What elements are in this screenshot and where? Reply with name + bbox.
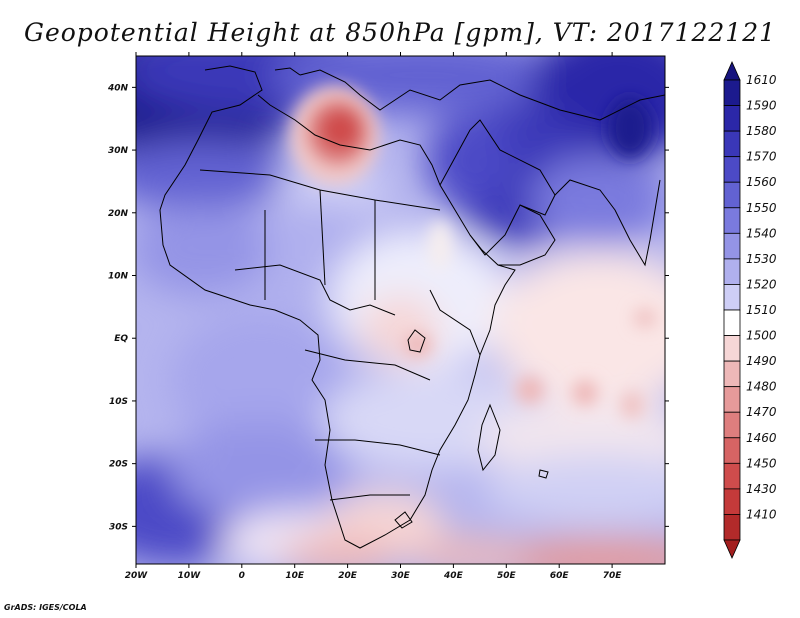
colorbar-label: 1490: [746, 354, 777, 368]
x-axis: 20W 10W 0 10E 20E 30E 40E 50E 60E 70E: [125, 52, 623, 581]
colorbar-label: 1580: [746, 124, 777, 138]
y-tick-label: 30S: [109, 522, 128, 532]
y-tick-label: 30N: [108, 146, 129, 156]
colorbar-swatch: [723, 130, 741, 158]
colorbar-label: 1500: [746, 329, 777, 343]
colorbar-top-arrow: [723, 61, 741, 81]
x-tick-label: 10W: [178, 571, 202, 581]
colorbar-swatch: [723, 411, 741, 439]
x-tick-label: 20E: [338, 571, 358, 581]
colorbar-label: 1480: [746, 380, 777, 394]
x-tick-label: 60E: [550, 571, 570, 581]
colorbar: 1610 1590 1580 1570 1560 1550 1540 1530 1520 1510…: [723, 61, 777, 559]
y-axis: 40N 30N 20N 10N EQ 10S 20S 30S: [107, 83, 669, 532]
x-tick-label: 30E: [391, 571, 411, 581]
coastlines: [159, 65, 665, 549]
footer-credit: GrADS: IGES/COLA: [4, 603, 87, 612]
colorbar-label: 1540: [746, 226, 777, 240]
x-tick-label: 20W: [125, 571, 149, 581]
colorbar-label: 1590: [746, 99, 777, 113]
colorbar-label: 1460: [746, 431, 777, 445]
colorbar-bottom-arrow: [723, 539, 741, 559]
colorbar-swatch: [723, 79, 741, 106]
x-tick-label: 70E: [603, 571, 623, 581]
x-tick-label: 10E: [285, 571, 305, 581]
colorbar-swatch: [723, 156, 741, 183]
colorbar-swatch: [723, 335, 741, 362]
colorbar-label: 1410: [746, 507, 777, 521]
colorbar-swatch: [723, 462, 741, 490]
y-tick-label: 20N: [108, 209, 129, 219]
x-tick-label: 50E: [497, 571, 517, 581]
map-title: Geopotential Height at 850hPa [gpm], VT:…: [23, 18, 777, 47]
colorbar-label: 1510: [746, 303, 777, 317]
colorbar-label: 1470: [746, 405, 777, 419]
colorbar-swatch: [723, 207, 741, 234]
height-field: [136, 56, 665, 564]
colorbar-swatch: [723, 181, 741, 209]
x-tick-label: 0: [239, 571, 245, 581]
colorbar-label: 1520: [746, 277, 777, 291]
colorbar-swatch: [723, 514, 741, 541]
colorbar-swatch: [723, 386, 741, 413]
y-tick-label: 40N: [107, 83, 129, 93]
colorbar-swatch: [723, 488, 741, 515]
colorbar-swatch: [723, 309, 741, 336]
y-tick-label: 10S: [109, 397, 128, 407]
x-tick-label: 40E: [443, 571, 464, 581]
colorbar-label: 1550: [746, 201, 777, 215]
y-tick-label: 20S: [109, 460, 128, 470]
colorbar-swatch: [723, 258, 741, 285]
y-tick-label: EQ: [114, 334, 128, 344]
colorbar-swatch: [723, 437, 741, 464]
colorbar-swatch: [723, 232, 741, 260]
colorbar-label: 1570: [746, 150, 777, 164]
colorbar-label: 1430: [746, 482, 777, 496]
colorbar-label: 1530: [746, 252, 777, 266]
colorbar-label: 1560: [746, 175, 777, 189]
colorbar-swatch: [723, 105, 741, 132]
colorbar-swatch: [723, 360, 741, 388]
colorbar-swatch: [723, 284, 741, 311]
colorbar-label: 1610: [746, 73, 777, 87]
y-tick-label: 10N: [108, 272, 129, 282]
colorbar-label: 1450: [746, 456, 777, 470]
